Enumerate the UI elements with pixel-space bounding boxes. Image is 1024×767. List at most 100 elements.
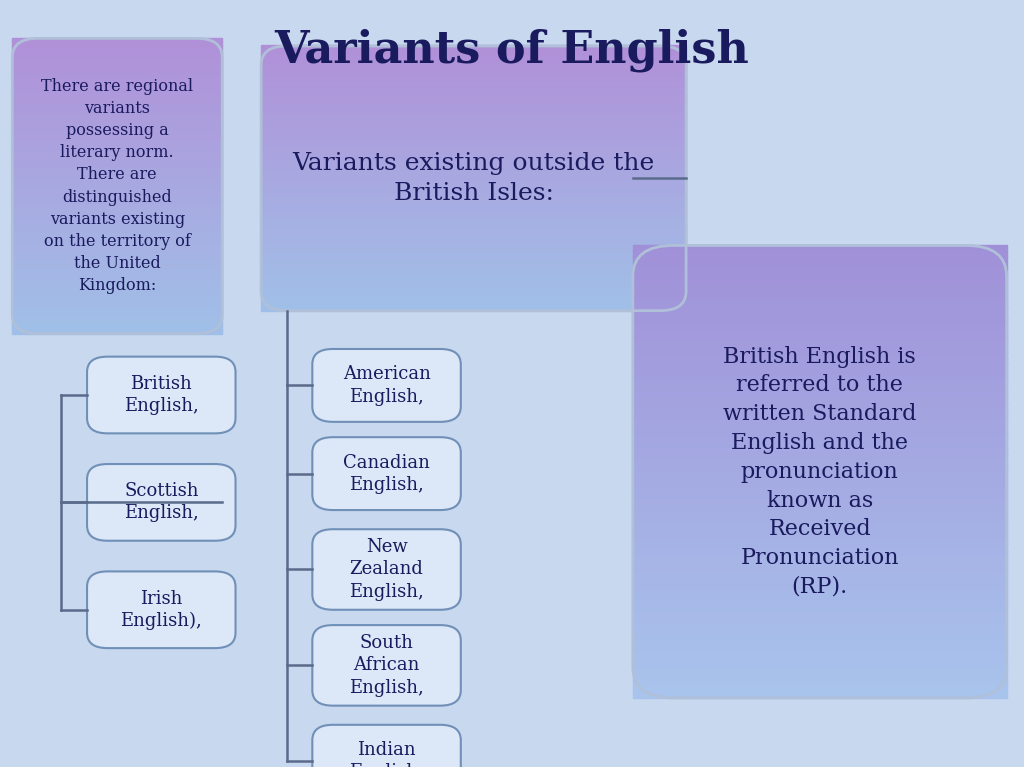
Bar <box>261 290 686 294</box>
Bar <box>633 647 1007 653</box>
Bar <box>12 163 222 167</box>
Bar <box>261 264 686 268</box>
Bar <box>633 528 1007 534</box>
Bar <box>633 426 1007 432</box>
Text: Scottish
English,: Scottish English, <box>124 482 199 522</box>
Bar <box>633 364 1007 370</box>
Bar <box>261 287 686 291</box>
Bar <box>12 211 222 216</box>
Bar <box>12 174 222 179</box>
Bar <box>12 225 222 230</box>
FancyBboxPatch shape <box>87 357 236 433</box>
FancyBboxPatch shape <box>312 349 461 422</box>
Bar <box>633 420 1007 426</box>
Bar <box>633 397 1007 403</box>
Bar <box>261 111 686 116</box>
Bar <box>261 68 686 73</box>
Bar <box>12 107 222 112</box>
Bar <box>12 119 222 123</box>
Bar <box>633 324 1007 331</box>
Bar <box>633 550 1007 557</box>
Bar <box>633 380 1007 387</box>
Bar <box>12 307 222 311</box>
Bar <box>633 256 1007 262</box>
Bar <box>633 454 1007 460</box>
Bar <box>12 222 222 226</box>
Bar <box>633 403 1007 410</box>
Bar <box>261 240 686 245</box>
Bar <box>633 686 1007 693</box>
FancyBboxPatch shape <box>312 725 461 767</box>
Bar <box>261 221 686 225</box>
Bar <box>633 657 1007 664</box>
FancyBboxPatch shape <box>87 464 236 541</box>
Text: There are regional
variants
possessing a
literary norm.
There are
distinguished
: There are regional variants possessing a… <box>41 77 194 295</box>
Bar <box>12 300 222 304</box>
Bar <box>12 78 222 83</box>
Bar <box>633 533 1007 540</box>
Bar <box>633 448 1007 455</box>
Bar <box>261 303 686 308</box>
Text: South
African
English,: South African English, <box>349 634 424 696</box>
Bar <box>633 595 1007 602</box>
Text: New
Zealand
English,: New Zealand English, <box>349 538 424 601</box>
Bar <box>261 171 686 175</box>
Bar <box>12 123 222 127</box>
Bar <box>261 138 686 142</box>
Bar <box>633 618 1007 624</box>
Bar <box>261 204 686 208</box>
Bar <box>261 105 686 109</box>
Bar <box>261 158 686 162</box>
Bar <box>261 81 686 86</box>
Bar <box>633 669 1007 675</box>
Bar <box>261 201 686 205</box>
Bar <box>633 352 1007 359</box>
Bar <box>12 45 222 49</box>
Bar <box>12 160 222 164</box>
Bar <box>261 151 686 155</box>
Bar <box>12 156 222 160</box>
Bar <box>12 288 222 293</box>
Bar <box>633 573 1007 579</box>
Bar <box>12 219 222 223</box>
Bar <box>12 67 222 71</box>
Bar <box>633 285 1007 291</box>
Bar <box>12 104 222 108</box>
Bar <box>12 252 222 256</box>
Bar <box>12 89 222 94</box>
Bar <box>12 52 222 57</box>
Bar <box>633 635 1007 641</box>
Bar <box>633 663 1007 670</box>
Text: Irish
English),: Irish English), <box>121 590 202 630</box>
Bar <box>12 152 222 156</box>
Bar <box>12 133 222 138</box>
Bar <box>12 127 222 130</box>
Bar <box>633 522 1007 528</box>
Bar <box>261 293 686 298</box>
Bar <box>261 250 686 255</box>
Bar <box>633 245 1007 251</box>
Bar <box>633 318 1007 324</box>
Bar <box>633 466 1007 472</box>
Bar <box>12 233 222 238</box>
Bar <box>633 488 1007 495</box>
Bar <box>633 516 1007 522</box>
Text: British English is
referred to the
written Standard
English and the
pronunciatio: British English is referred to the writt… <box>723 345 916 598</box>
Bar <box>12 325 222 330</box>
Bar <box>12 255 222 260</box>
Bar <box>633 556 1007 562</box>
Bar <box>633 437 1007 443</box>
Bar <box>261 257 686 261</box>
Bar <box>261 237 686 241</box>
Bar <box>12 64 222 68</box>
Bar <box>12 318 222 323</box>
Bar <box>261 98 686 102</box>
Bar <box>261 161 686 165</box>
Bar <box>261 230 686 235</box>
Bar <box>12 237 222 242</box>
Bar <box>12 329 222 334</box>
Bar <box>261 55 686 59</box>
Bar <box>633 545 1007 551</box>
Bar <box>633 313 1007 319</box>
Bar <box>633 601 1007 607</box>
